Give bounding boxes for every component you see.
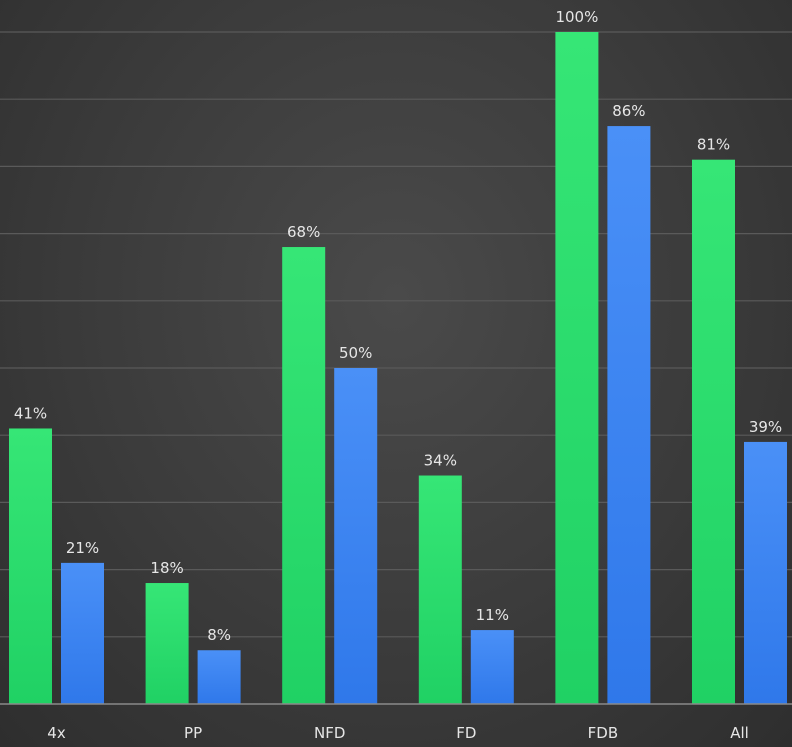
category-labels: 4x PP NFD FD FDB All — [47, 724, 749, 742]
category-label: All — [730, 724, 749, 742]
category-label: 4x — [47, 724, 66, 742]
category-label: FDB — [588, 724, 618, 742]
bar-fdb-series1 — [555, 32, 599, 704]
bar-nfd-series2 — [334, 368, 378, 704]
bar-fd-series2 — [470, 630, 514, 704]
value-labels: 41% 21% 18% 8% 68% 50% 34% 11% 100% 86% 81% 39% — [14, 8, 782, 644]
bars — [9, 32, 787, 705]
bar-pp-series1 — [145, 583, 189, 704]
value-label: 81% — [697, 136, 730, 154]
bar-all-series1 — [692, 159, 735, 704]
bar-pp-series2 — [197, 650, 241, 704]
bar-4x-series1 — [9, 428, 52, 704]
value-label: 41% — [14, 404, 47, 422]
value-label: 68% — [287, 223, 320, 241]
value-label: 21% — [66, 539, 99, 557]
value-label: 18% — [150, 559, 183, 577]
bar-all-series2 — [744, 441, 787, 704]
category-label: PP — [184, 724, 202, 742]
value-label: 39% — [749, 418, 782, 436]
bar-4x-series2 — [61, 562, 104, 704]
value-label: 8% — [207, 626, 231, 644]
category-label: NFD — [314, 724, 345, 742]
value-label: 50% — [339, 344, 372, 362]
value-label: 86% — [612, 102, 645, 120]
value-label: 34% — [424, 452, 457, 470]
bar-fdb-series2 — [607, 126, 651, 704]
value-label: 11% — [476, 606, 509, 624]
value-label: 100% — [555, 8, 598, 26]
category-label: FD — [456, 724, 476, 742]
gridlines — [0, 31, 792, 638]
bar-nfd-series1 — [282, 247, 326, 705]
bar-fd-series1 — [418, 475, 462, 704]
